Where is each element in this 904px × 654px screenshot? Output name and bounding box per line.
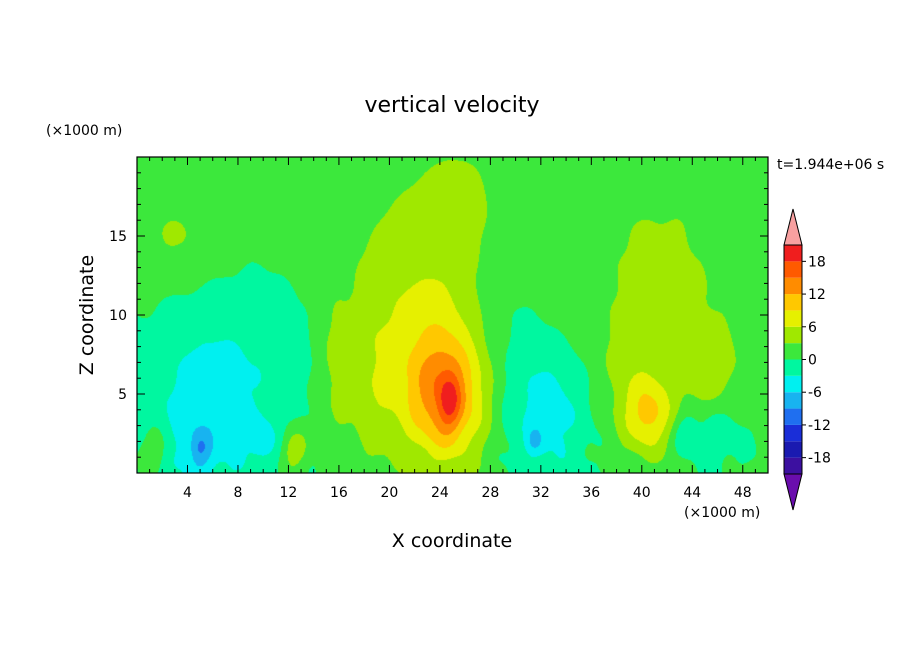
x-tick-label: 12 bbox=[280, 485, 298, 501]
colorbar-box bbox=[784, 277, 802, 295]
colorbar-label: 0 bbox=[808, 353, 817, 369]
colorbar-label: -6 bbox=[808, 385, 822, 401]
x-tick-label: 20 bbox=[380, 485, 398, 501]
x-tick-label: 48 bbox=[734, 485, 752, 501]
colorbar-box bbox=[784, 441, 802, 458]
colorbar-box bbox=[784, 343, 802, 360]
colorbar-label: 6 bbox=[808, 320, 817, 336]
time-label: t=1.944e+06 s bbox=[777, 157, 884, 173]
colorbar-label: -12 bbox=[808, 418, 831, 434]
x-tick-label: 40 bbox=[633, 485, 651, 501]
colorbar-box bbox=[784, 392, 802, 409]
y-tick-label: 15 bbox=[109, 229, 127, 245]
chart-title: vertical velocity bbox=[364, 93, 539, 118]
y-axis-label: Z coordinate bbox=[76, 255, 98, 375]
colorbar-box bbox=[784, 375, 802, 393]
colorbar-box bbox=[784, 359, 802, 376]
contour-field bbox=[137, 157, 768, 473]
x-tick-label: 16 bbox=[330, 485, 348, 501]
colorbar-box bbox=[784, 408, 802, 425]
y-tick-label: 10 bbox=[109, 308, 127, 324]
x-tick-label: 32 bbox=[532, 485, 550, 501]
colorbar-extend-low bbox=[783, 473, 803, 511]
x-unit-label: (×1000 m) bbox=[684, 505, 760, 521]
colorbar-box bbox=[784, 326, 802, 344]
colorbar-box bbox=[784, 310, 802, 327]
colorbar-box bbox=[784, 457, 802, 474]
x-tick-label: 8 bbox=[233, 485, 242, 501]
x-tick-label: 36 bbox=[582, 485, 600, 501]
y-unit-label: (×1000 m) bbox=[46, 123, 122, 139]
colorbar-box bbox=[784, 424, 802, 442]
colorbar-extend-high bbox=[783, 208, 803, 246]
colorbar-box bbox=[784, 261, 802, 278]
x-tick-label: 44 bbox=[683, 485, 701, 501]
colorbar-label: -18 bbox=[808, 451, 831, 467]
colorbar-label: 18 bbox=[808, 254, 826, 270]
x-tick-label: 28 bbox=[481, 485, 499, 501]
colorbar-box bbox=[784, 245, 802, 262]
y-tick-label: 5 bbox=[118, 387, 127, 403]
x-tick-label: 24 bbox=[431, 485, 449, 501]
colorbar: 18 12 6 0 -6 -12 -18 bbox=[783, 208, 831, 511]
colorbar-box bbox=[784, 294, 802, 311]
colorbar-label: 12 bbox=[808, 287, 826, 303]
x-tick-label: 4 bbox=[183, 485, 192, 501]
x-axis-label: X coordinate bbox=[392, 530, 512, 552]
